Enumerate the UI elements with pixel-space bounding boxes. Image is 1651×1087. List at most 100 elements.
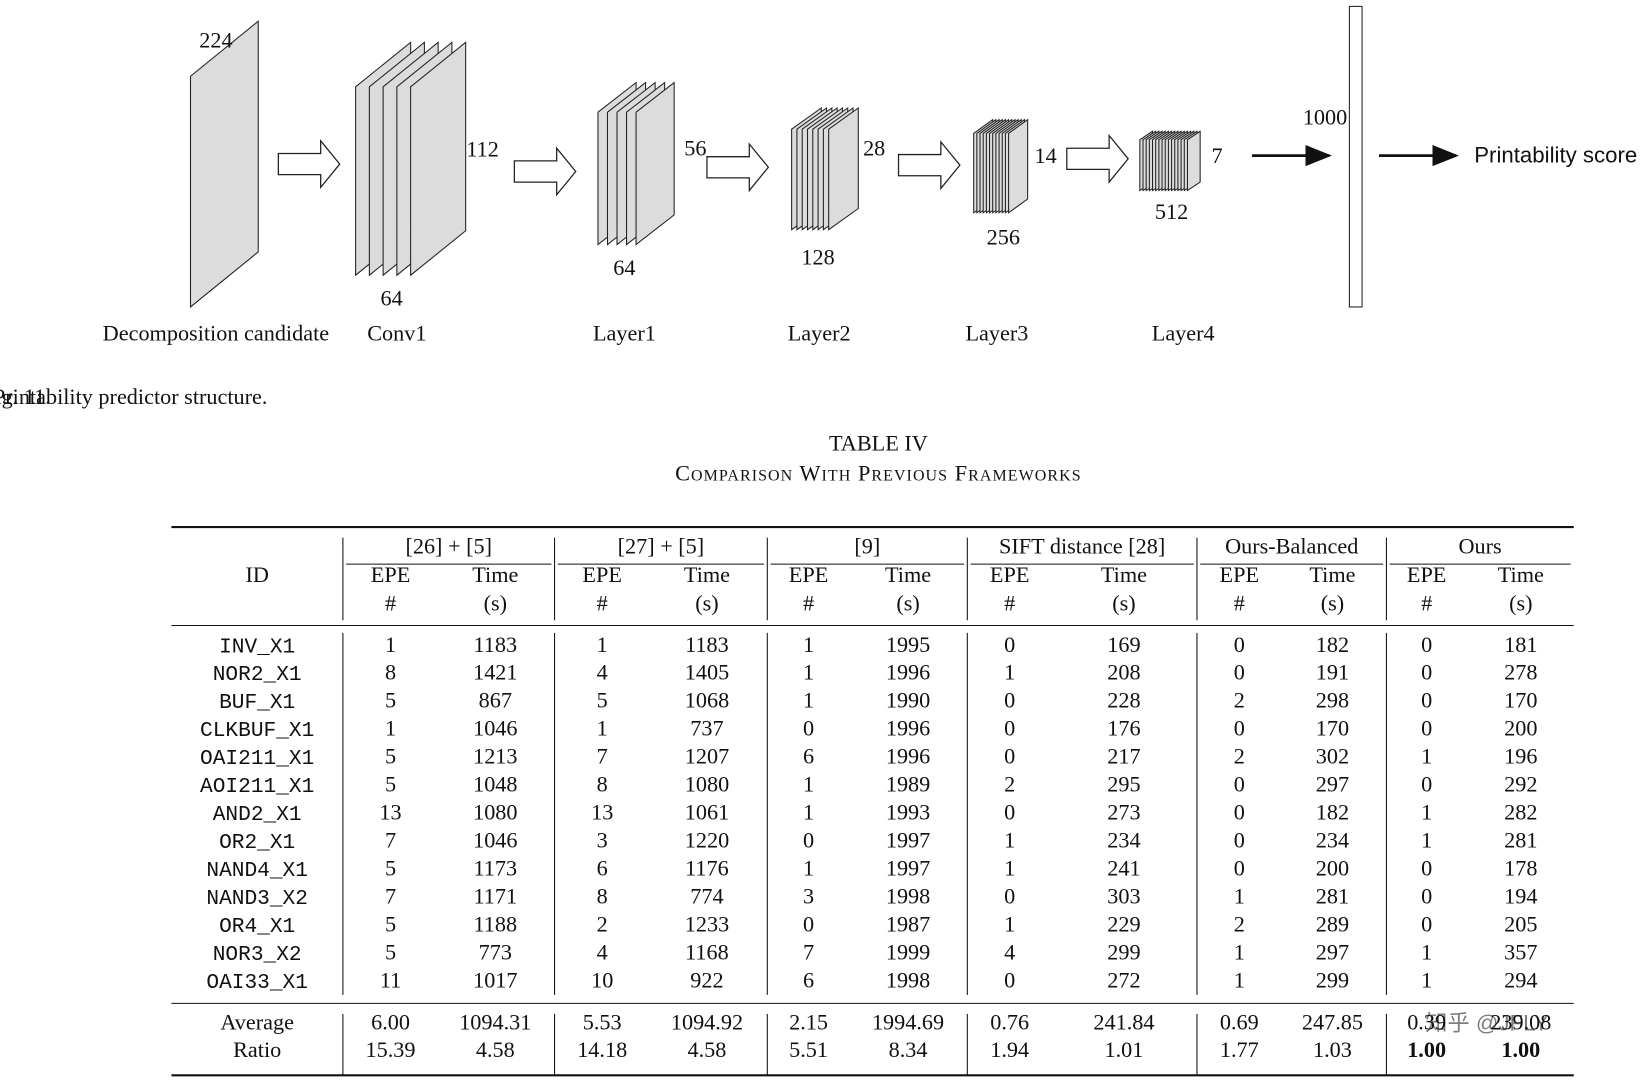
cell: 229 [1107,911,1140,936]
cell: 1220 [685,828,729,853]
cell: 1 [1004,828,1015,853]
cell: 1213 [473,744,517,769]
cell: 4.58 [688,1037,727,1062]
cell: 1094.31 [459,1010,531,1035]
cell: 0.39 [1407,1010,1446,1035]
cell: 5.51 [789,1037,828,1062]
feature-map [1186,130,1201,192]
row-id: OAI33_X1 [206,971,308,995]
cell: 6 [597,855,608,880]
cell: 0 [1004,716,1015,741]
cell: 302 [1316,744,1349,769]
cell: 1.01 [1105,1037,1144,1062]
sub-header: Time [1498,562,1544,587]
sub-header: EPE [789,562,829,587]
output-label: Printability score [1474,143,1637,168]
cell: 169 [1107,632,1140,657]
cell: 6.00 [371,1010,410,1035]
cell: 1 [1421,939,1432,964]
fc-layer [1348,5,1363,308]
cell: 3 [597,828,608,853]
cell: 1 [803,688,814,713]
cell: 294 [1504,967,1537,992]
row-id: OR4_X1 [219,915,295,939]
cell: 182 [1316,800,1349,825]
row-id: NAND3_X2 [206,887,308,911]
cell: 281 [1316,883,1349,908]
feature-map [410,41,467,277]
row-id: BUF_X1 [219,691,295,715]
cell: 2 [1004,772,1015,797]
dim-label: 56 [684,135,706,160]
cell: 2 [1234,911,1245,936]
group-header: Ours-Balanced [1225,533,1358,558]
cell: 7 [385,883,396,908]
cell: 1183 [473,632,517,657]
cell: 0 [1421,688,1432,713]
cell: 299 [1316,967,1349,992]
cell: 247.85 [1302,1010,1363,1035]
cell: 1.03 [1313,1037,1352,1062]
cell: 0 [1004,883,1015,908]
cell: 1996 [886,744,930,769]
cell: 1994.69 [872,1010,944,1035]
table-subtitle: Comparison With Previous Frameworks [675,460,1082,485]
cell: 1 [1421,800,1432,825]
dim-label: 112 [466,136,499,161]
row-id: NOR2_X1 [213,663,302,687]
cell: 8 [597,883,608,908]
cell: 4 [597,939,608,964]
cell: 1 [385,716,396,741]
cell: 1.00 [1501,1037,1540,1062]
cell: 0 [1004,688,1015,713]
sub-header: EPE [990,562,1030,587]
cell: 10 [591,967,613,992]
cell: 228 [1107,688,1140,713]
sub-header: Time [885,562,931,587]
cell: 1 [803,800,814,825]
cell: 1989 [886,772,930,797]
cell: 13 [379,800,401,825]
cell: 0 [1004,744,1015,769]
cell: 1990 [886,688,930,713]
cell: 194 [1504,883,1537,908]
sub-header: (s) [896,591,919,616]
cell: 234 [1107,828,1140,853]
cell: 922 [690,967,723,992]
cell: 0.69 [1220,1010,1259,1035]
sub-header: (s) [695,591,718,616]
sub-header: (s) [1112,591,1135,616]
cell: 4.58 [476,1037,515,1062]
cell: 278 [1504,660,1537,685]
cell: 0 [1234,855,1245,880]
cell: 1.00 [1407,1037,1446,1062]
cell: 3 [803,883,814,908]
cell: 0 [1421,772,1432,797]
cell: 5 [385,772,396,797]
cell: 273 [1107,800,1140,825]
cell: 0 [803,828,814,853]
cell: 1046 [473,716,517,741]
caption-number: Fig. 11. [0,384,51,409]
hollow-arrow [706,142,770,193]
cell: 0 [1004,800,1015,825]
cell: 1046 [473,828,517,853]
cell: 1 [597,632,608,657]
cell: 1 [597,716,608,741]
cell: 0 [1234,800,1245,825]
cell: 1.77 [1220,1037,1259,1062]
cell: 8 [385,660,396,685]
cell: 0 [1421,660,1432,685]
sub-header: # [1421,591,1432,616]
cell: 182 [1316,632,1349,657]
sub-header: # [597,591,608,616]
cell: 1 [803,632,814,657]
cell: 217 [1107,744,1140,769]
cell: 773 [479,939,512,964]
cell: 1993 [886,800,930,825]
cell: 170 [1316,716,1349,741]
cell: 7 [803,939,814,964]
cell: 1183 [685,632,729,657]
cell: 1233 [685,911,729,936]
sub-header: Time [1309,562,1355,587]
